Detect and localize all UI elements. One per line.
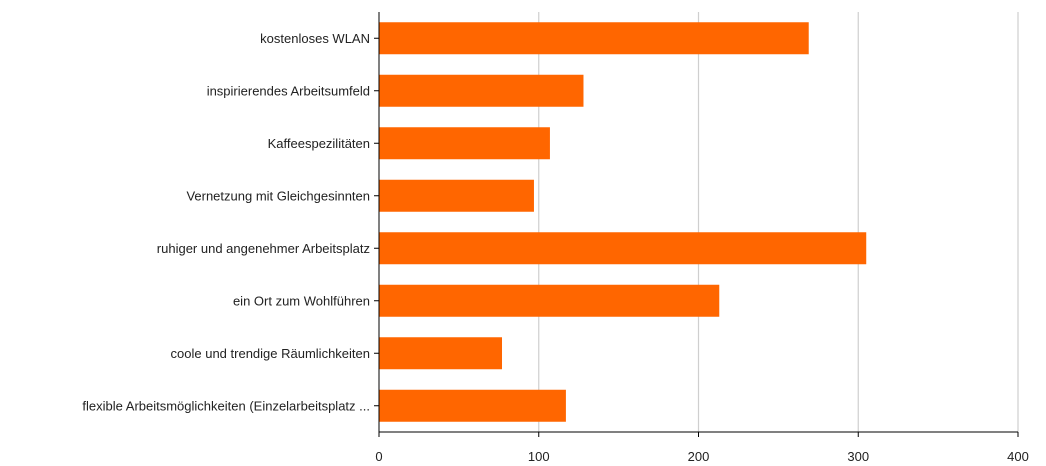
bar: [379, 74, 584, 107]
x-tick-label: 100: [528, 449, 550, 464]
gridlines: [538, 12, 1019, 432]
category-label: ruhiger und angenehmer Arbeitsplatz: [157, 241, 370, 256]
category-label: Vernetzung mit Gleichgesinnten: [186, 188, 370, 203]
bar: [379, 284, 720, 317]
category-label: Kaffeespezilitäten: [268, 136, 370, 151]
bars: [379, 22, 867, 422]
bar: [379, 127, 550, 160]
bar: [379, 22, 809, 55]
bar: [379, 179, 534, 212]
category-label: inspirierendes Arbeitsumfeld: [207, 83, 370, 98]
bar: [379, 389, 566, 422]
category-label: kostenloses WLAN: [260, 31, 370, 46]
bar: [379, 232, 867, 265]
x-tick-label: 400: [1007, 449, 1029, 464]
x-tick-label: 0: [375, 449, 382, 464]
category-label: ein Ort zum Wohlführen: [233, 293, 370, 308]
labels: 0 100 200 300 400 kostenloses WLAN inspirieren…: [82, 31, 1028, 464]
axes: [374, 12, 1019, 437]
category-label: flexible Arbeitsmöglichkeiten (Einzelarb…: [82, 398, 370, 413]
x-tick-label: 300: [847, 449, 869, 464]
category-label: coole und trendige Räumlichkeiten: [171, 346, 370, 361]
x-tick-label: 200: [688, 449, 710, 464]
bar: [379, 337, 503, 370]
